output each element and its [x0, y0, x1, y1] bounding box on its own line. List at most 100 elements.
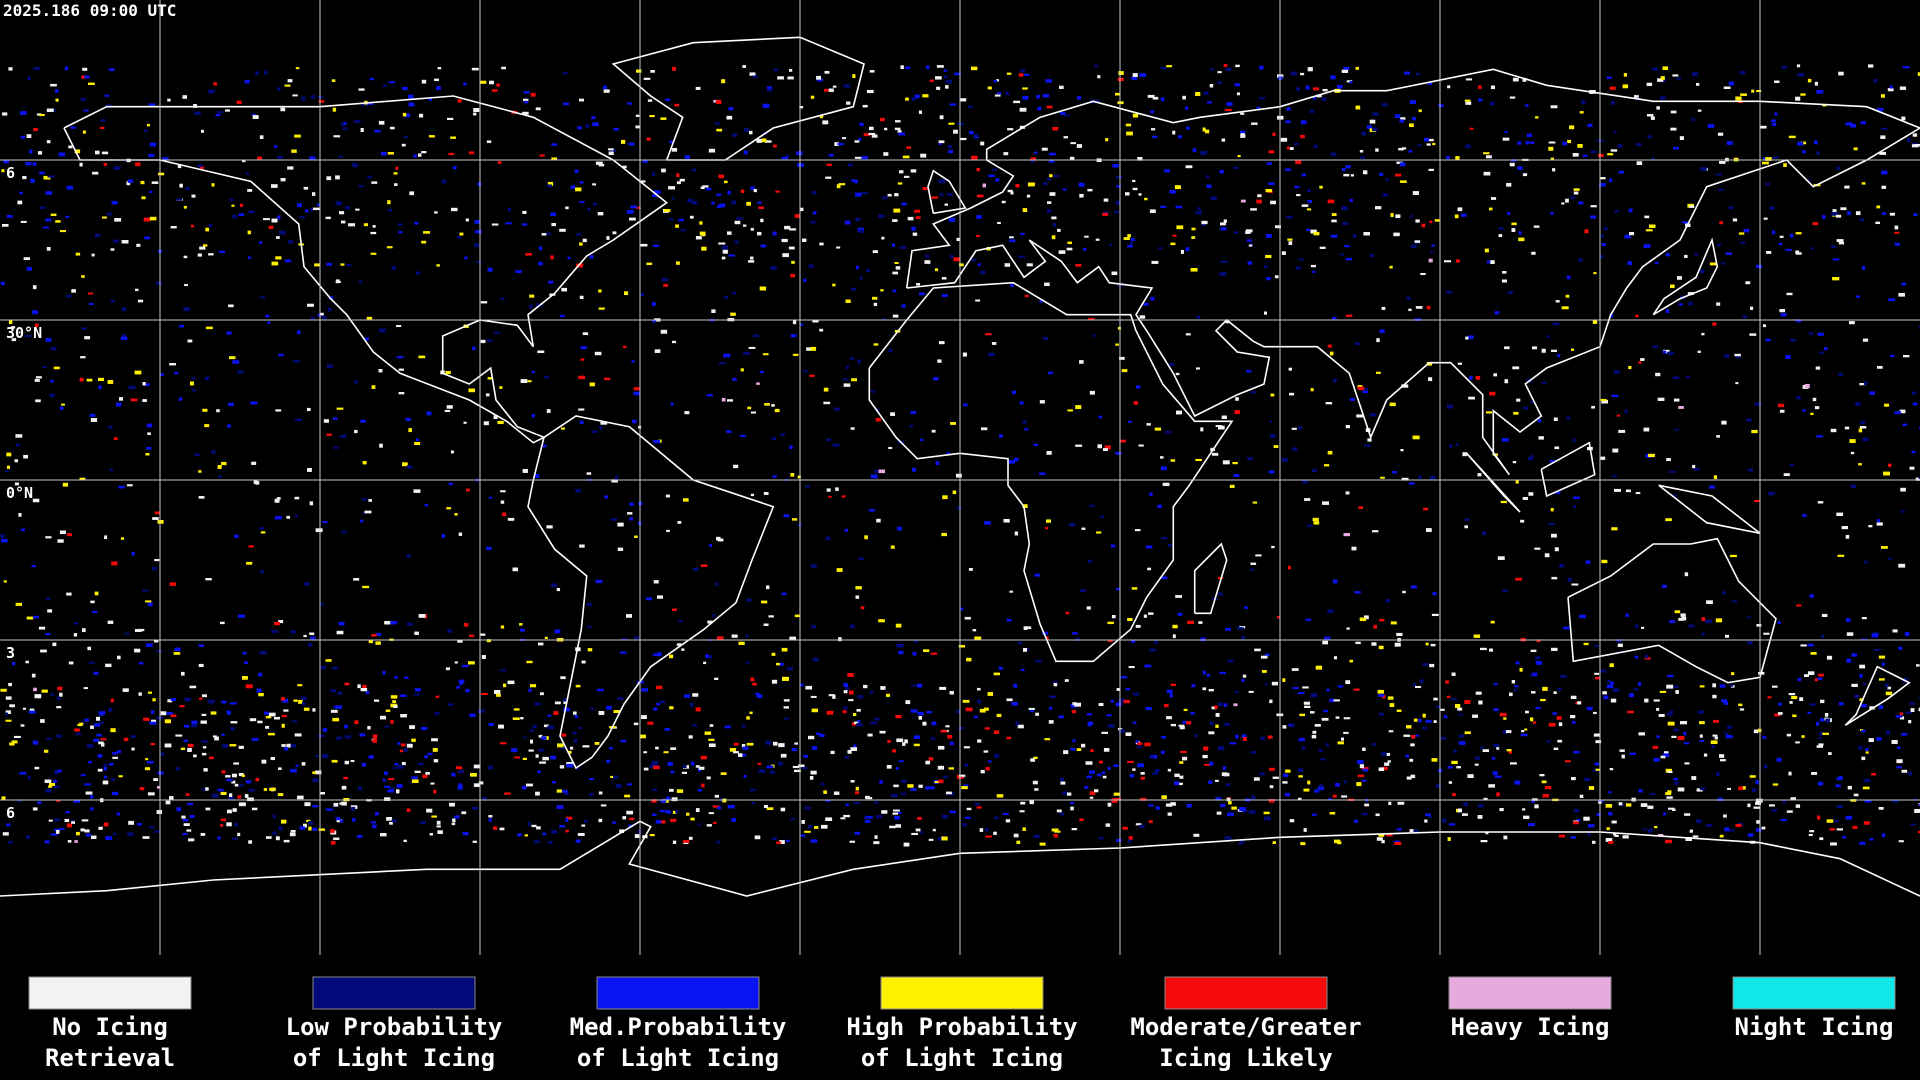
- icing-pixel: [1455, 259, 1460, 263]
- icing-pixel: [1830, 428, 1837, 433]
- icing-pixel: [914, 209, 921, 213]
- icing-pixel: [1143, 302, 1149, 306]
- icing-pixel: [469, 634, 475, 637]
- icing-pixel: [894, 262, 899, 265]
- icing-pixel: [1430, 643, 1436, 647]
- icing-pixel: [832, 443, 840, 447]
- icing-pixel: [1735, 382, 1739, 385]
- icing-pixel: [259, 135, 264, 139]
- icing-pixel: [963, 403, 968, 407]
- icing-pixel: [949, 810, 956, 814]
- icing-pixel: [971, 258, 977, 261]
- icing-pixel: [1477, 804, 1484, 808]
- icing-pixel: [1132, 721, 1137, 724]
- icing-pixel: [745, 634, 749, 638]
- icing-pixel: [1556, 354, 1561, 358]
- icing-pixel: [1521, 730, 1525, 733]
- icing-pixel: [729, 748, 737, 752]
- icing-pixel: [1573, 191, 1579, 195]
- icing-pixel: [1712, 683, 1717, 688]
- icing-pixel: [1508, 751, 1512, 754]
- icing-pixel: [1394, 642, 1401, 647]
- icing-pixel: [162, 157, 169, 160]
- icing-pixel: [149, 142, 157, 147]
- icing-pixel: [64, 66, 69, 71]
- icing-pixel: [1343, 717, 1351, 720]
- icing-pixel: [284, 747, 288, 751]
- icing-pixel: [1877, 366, 1883, 369]
- icing-pixel: [1300, 120, 1307, 125]
- icing-pixel: [901, 304, 906, 308]
- icing-pixel: [606, 236, 610, 240]
- icing-pixel: [684, 411, 690, 415]
- icing-pixel: [1125, 192, 1130, 196]
- icing-pixel: [1532, 721, 1537, 724]
- icing-pixel: [841, 495, 846, 498]
- icing-pixel: [499, 742, 507, 745]
- icing-pixel: [1504, 131, 1508, 134]
- icing-pixel: [95, 150, 100, 155]
- icing-pixel: [629, 502, 634, 506]
- icing-pixel: [1023, 73, 1030, 76]
- icing-pixel: [847, 163, 853, 167]
- coastline: [1844, 665, 1911, 726]
- icing-pixel: [1918, 476, 1920, 479]
- icing-pixel: [833, 407, 840, 411]
- icing-pixel: [1364, 444, 1371, 447]
- icing-pixel: [94, 233, 100, 238]
- icing-pixel: [5, 470, 9, 473]
- icing-pixel: [394, 763, 399, 766]
- icing-pixel: [1697, 109, 1702, 112]
- icing-pixel: [294, 733, 302, 737]
- icing-pixel: [34, 694, 42, 699]
- icing-pixel: [393, 172, 398, 175]
- icing-pixel: [1450, 698, 1458, 701]
- icing-pixel: [20, 724, 25, 727]
- icing-pixel: [1567, 577, 1573, 582]
- icing-pixel: [1862, 338, 1869, 342]
- icing-pixel: [1570, 196, 1576, 199]
- icing-pixel: [1048, 371, 1054, 375]
- icing-pixel: [1047, 177, 1052, 181]
- icing-pixel: [1185, 247, 1190, 252]
- icing-pixel: [331, 79, 336, 82]
- icing-pixel: [255, 71, 259, 76]
- icing-pixel: [1662, 350, 1667, 354]
- icing-pixel: [977, 699, 981, 704]
- icing-pixel: [851, 179, 856, 182]
- icing-pixel: [811, 746, 818, 750]
- icing-pixel: [169, 582, 177, 586]
- icing-pixel: [487, 765, 494, 770]
- icing-pixel: [669, 140, 675, 144]
- icing-pixel: [1274, 275, 1279, 279]
- icing-pixel: [531, 413, 535, 418]
- icing-pixel: [202, 694, 207, 698]
- icing-pixel: [1606, 827, 1610, 831]
- icing-pixel: [1204, 763, 1211, 766]
- icing-pixel: [1795, 250, 1800, 254]
- icing-pixel: [790, 817, 795, 821]
- icing-pixel: [615, 784, 622, 788]
- icing-pixel: [1817, 815, 1821, 820]
- icing-pixel: [1890, 354, 1895, 357]
- icing-pixel: [219, 250, 226, 253]
- icing-pixel: [157, 520, 164, 524]
- icing-pixel: [1084, 235, 1089, 238]
- icing-pixel: [391, 819, 397, 823]
- icing-pixel: [1483, 171, 1491, 176]
- icing-pixel: [652, 193, 658, 198]
- icing-pixel: [1724, 354, 1730, 358]
- icing-pixel: [387, 152, 394, 155]
- icing-pixel: [1235, 734, 1239, 739]
- icing-pixel: [898, 760, 904, 763]
- icing-pixel: [90, 600, 95, 604]
- icing-pixel: [1393, 232, 1400, 237]
- icing-pixel: [979, 828, 984, 832]
- icing-pixel: [686, 812, 690, 816]
- icing-pixel: [995, 178, 1000, 182]
- icing-pixel: [1573, 751, 1580, 754]
- icing-pixel: [1593, 711, 1597, 715]
- icing-pixel: [473, 783, 480, 787]
- icing-pixel: [2, 832, 9, 836]
- icing-pixel: [701, 783, 705, 788]
